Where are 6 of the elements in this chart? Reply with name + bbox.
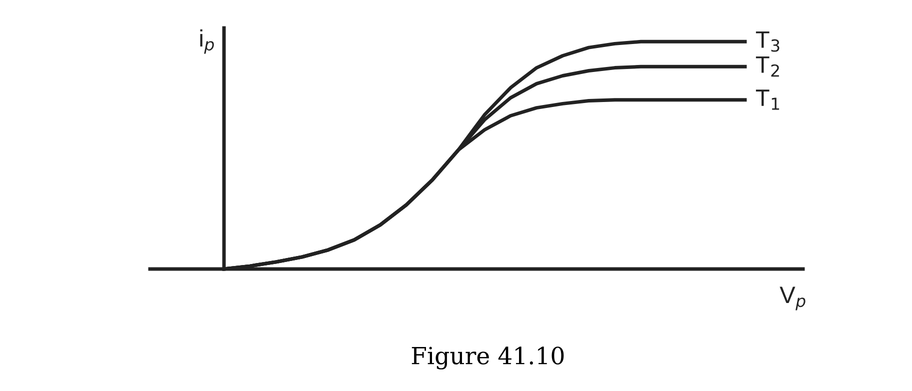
- series-label: T$_{2}$: [756, 56, 779, 77]
- series-label: T$_{3}$: [756, 31, 780, 52]
- series-label: T$_{1}$: [756, 90, 780, 110]
- caption: Figure 41.10: [412, 346, 564, 370]
- x-axis-title: V$_{p}$: [780, 286, 806, 310]
- y-axis-title: i$_{p}$: [200, 29, 214, 54]
